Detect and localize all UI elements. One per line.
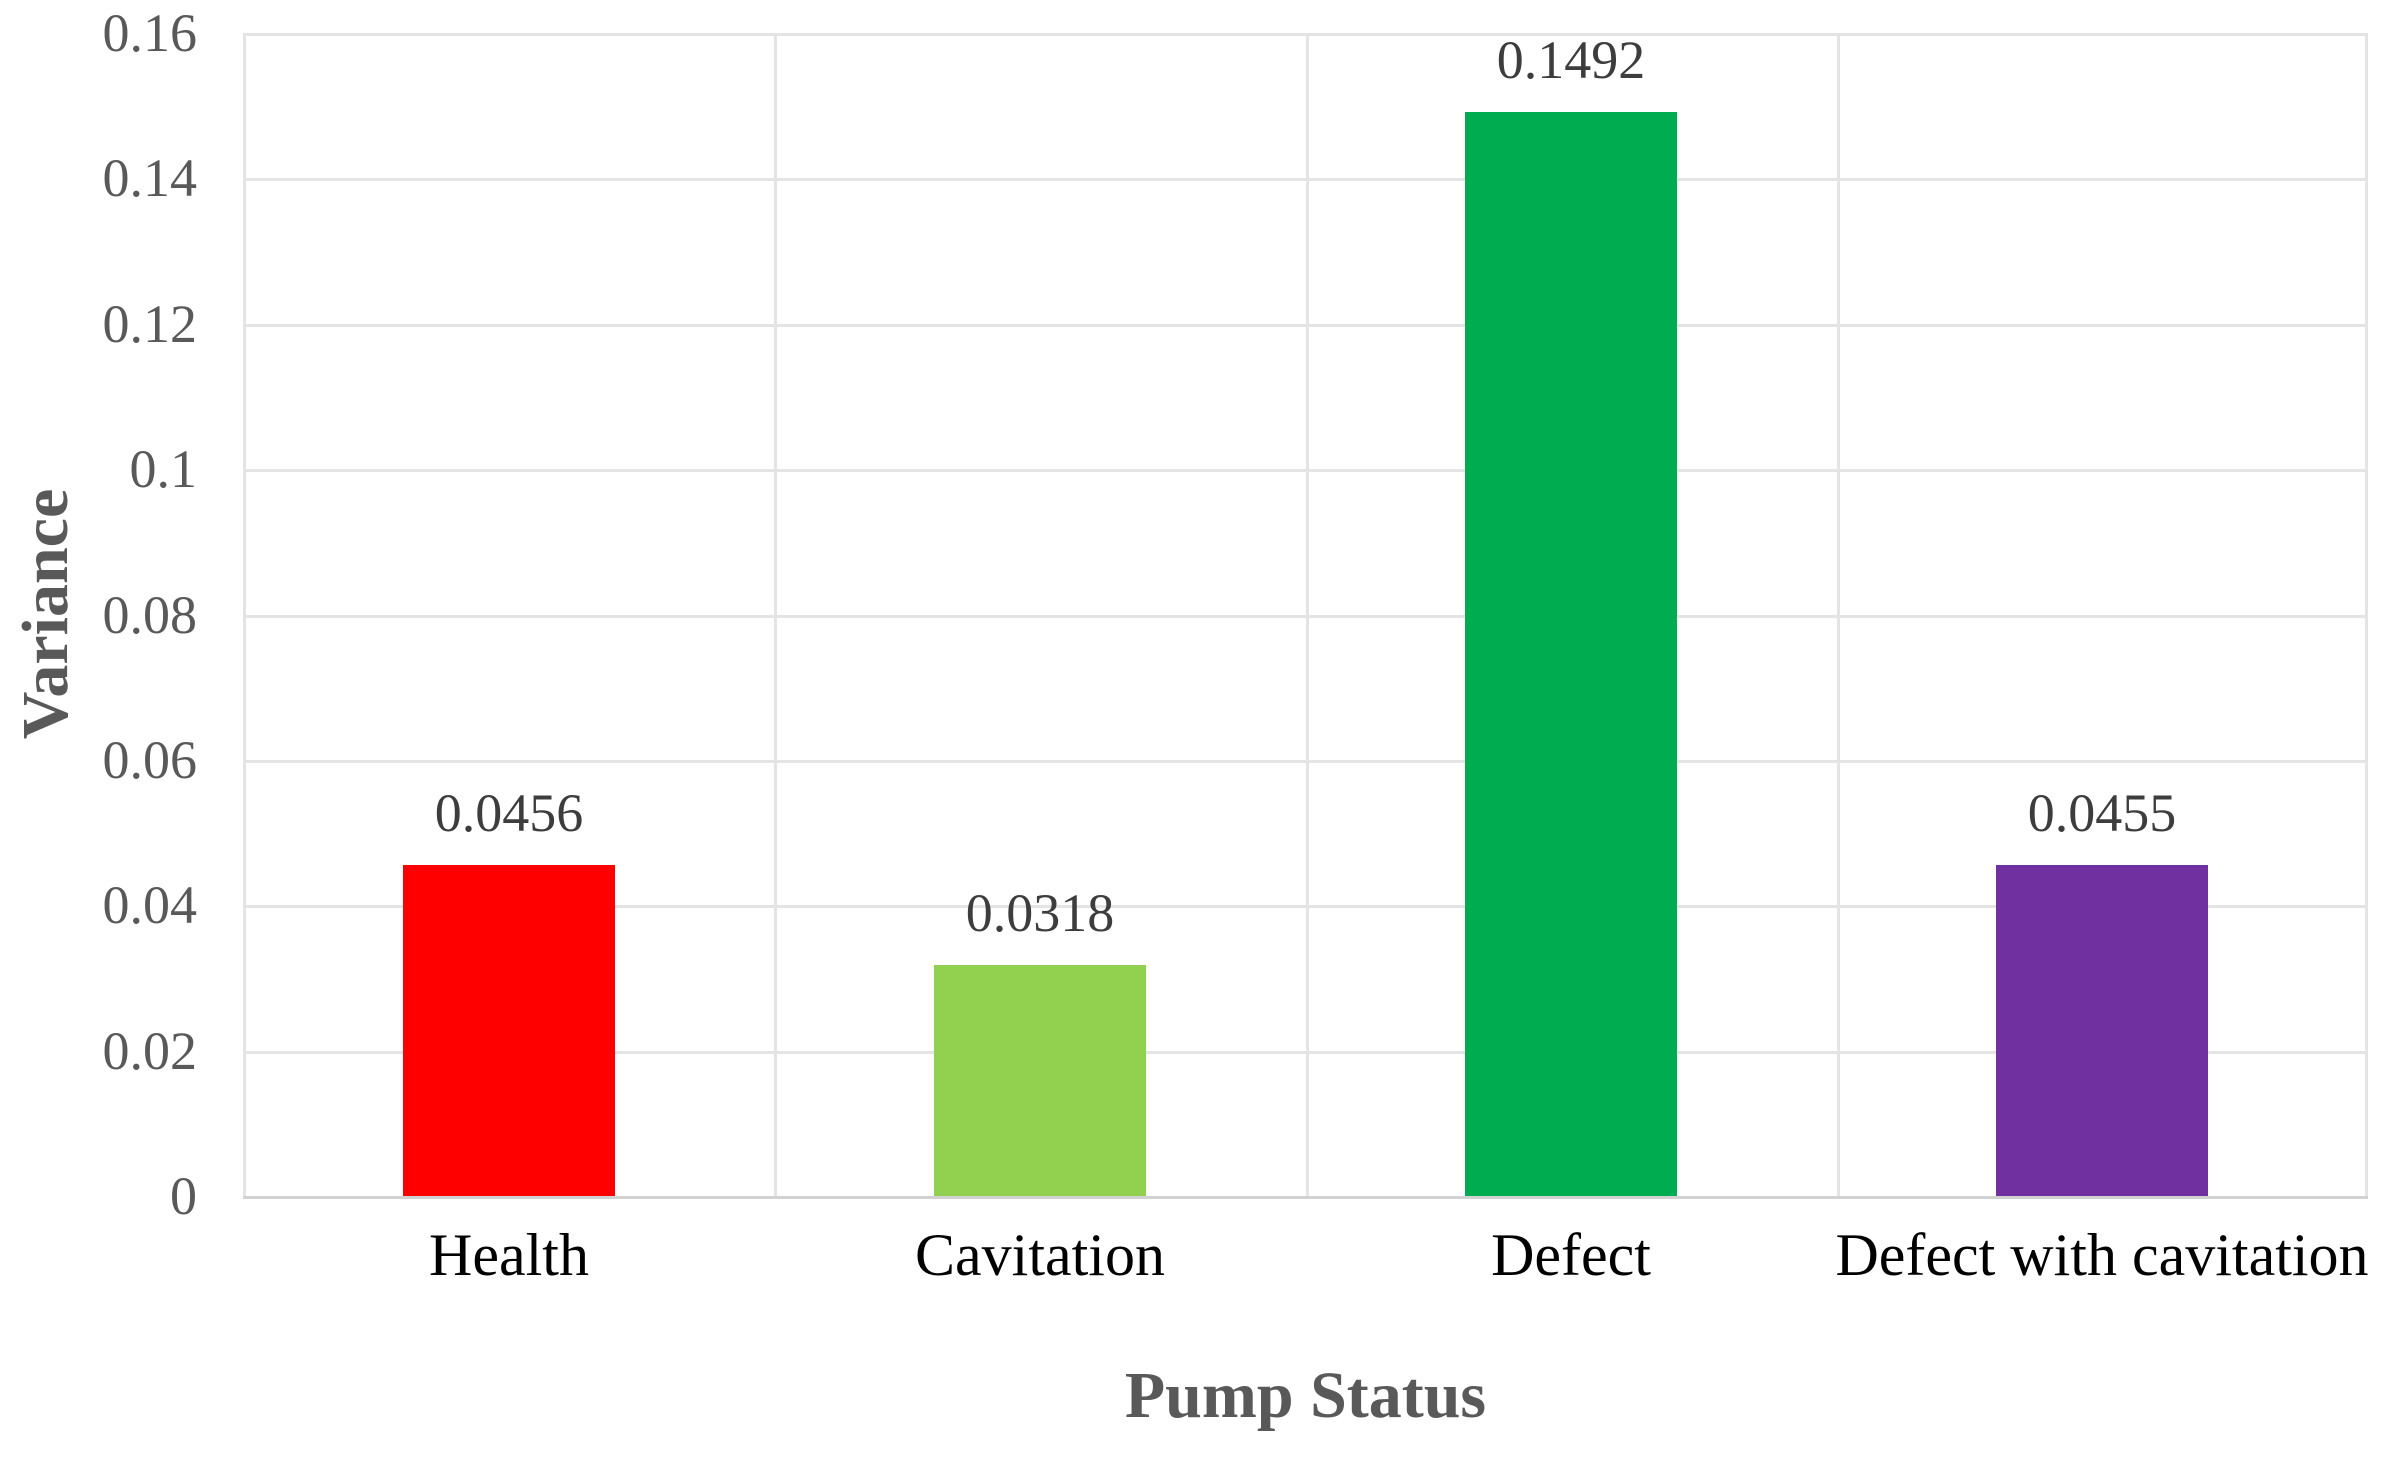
bar-defect <box>1465 112 1677 1196</box>
y-tick-label: 0.02 <box>102 1021 198 1081</box>
y-tick-label: 0.04 <box>102 875 198 935</box>
h-gridline <box>243 324 2368 327</box>
bar-value-label: 0.1492 <box>1496 30 1646 90</box>
h-gridline <box>243 33 2368 36</box>
h-gridline <box>243 1051 2368 1054</box>
y-tick-label: 0.14 <box>102 148 198 208</box>
h-gridline <box>243 760 2368 763</box>
y-tick-label: 0.1 <box>129 439 198 499</box>
bar-health <box>403 865 615 1196</box>
y-tick-label: 0.06 <box>102 730 198 790</box>
x-axis-line <box>243 1196 2368 1199</box>
v-gridline <box>2365 33 2368 1196</box>
v-gridline <box>1837 33 1840 1196</box>
bar-value-label: 0.0318 <box>965 883 1115 943</box>
v-gridline <box>1306 33 1309 1196</box>
y-tick-label: 0 <box>170 1166 197 1226</box>
x-tick-label: Defect with cavitation <box>1835 1222 2369 1288</box>
x-tick-label: Health <box>429 1222 589 1288</box>
h-gridline <box>243 469 2368 472</box>
h-gridline <box>243 178 2368 181</box>
x-tick-label: Cavitation <box>915 1222 1165 1288</box>
bar-cavitation <box>934 965 1146 1196</box>
x-axis-title: Pump Status <box>1124 1359 1487 1432</box>
y-tick-label: 0.12 <box>102 294 198 354</box>
x-tick-label: Defect <box>1491 1222 1651 1288</box>
bar-value-label: 0.0456 <box>434 783 584 843</box>
h-gridline <box>243 615 2368 618</box>
v-gridline <box>774 33 777 1196</box>
y-tick-label: 0.08 <box>102 585 198 645</box>
y-tick-label: 0.16 <box>102 3 198 63</box>
bar-value-label: 0.0455 <box>2027 783 2177 843</box>
plot-area <box>243 33 2368 1199</box>
h-gridline <box>243 905 2368 908</box>
bar-defect-with-cavitation <box>1996 865 2208 1196</box>
v-gridline <box>243 33 246 1196</box>
